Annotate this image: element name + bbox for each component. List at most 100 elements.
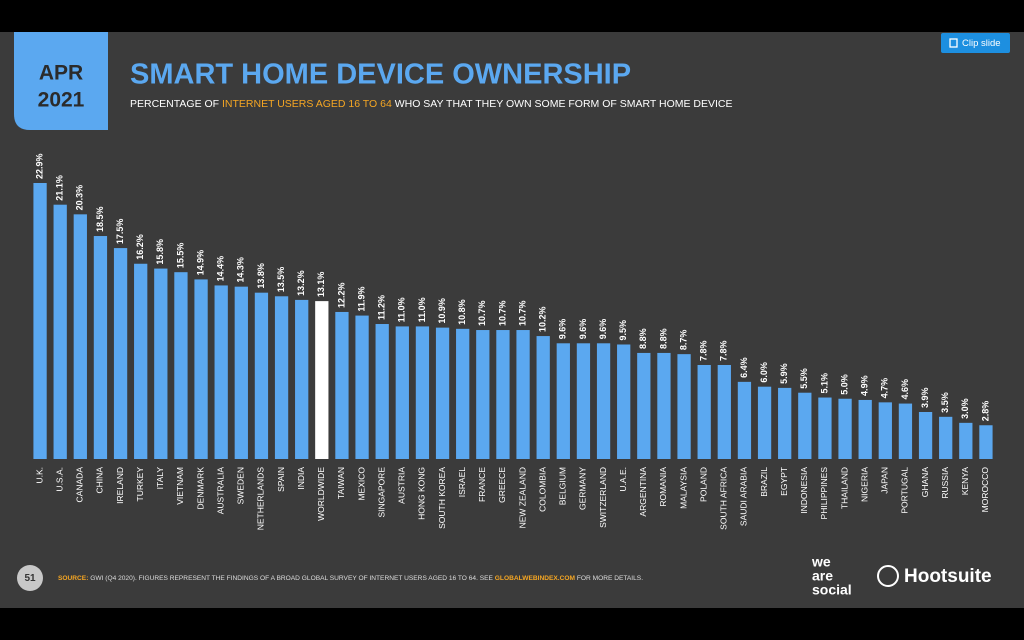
value-label: 18.5%	[95, 206, 105, 232]
bar	[295, 299, 309, 459]
page-number: 51	[24, 573, 36, 584]
clip-button-label[interactable]: Clip slide	[962, 38, 1001, 49]
x-tick-label: SAUDI ARABIA	[739, 467, 749, 526]
x-tick-label: PHILIPPINES	[819, 467, 829, 520]
bar	[838, 398, 852, 459]
x-tick-label: WORLDWIDE	[316, 467, 326, 521]
value-label: 7.8%	[719, 340, 729, 361]
bar	[93, 236, 108, 459]
bar	[476, 330, 490, 459]
value-label: 22.9%	[34, 153, 44, 179]
x-tick-label: NIGERIA	[859, 467, 869, 502]
x-tick-label: GERMANY	[578, 467, 588, 510]
x-tick-label: SWITZERLAND	[598, 467, 608, 528]
value-label: 10.7%	[477, 301, 487, 327]
bar	[415, 326, 430, 459]
bar	[194, 279, 208, 459]
value-label: 10.9%	[437, 298, 447, 324]
bar	[435, 327, 450, 459]
x-tick-label: NETHERLANDS	[256, 467, 266, 531]
bar	[214, 285, 228, 459]
value-label: 8.8%	[658, 328, 668, 349]
x-tick-label: RUSSIA	[940, 467, 950, 499]
bar	[395, 326, 409, 459]
x-tick-label: INDIA	[296, 467, 306, 490]
bar	[234, 286, 248, 459]
x-tick-label: HONG KONG	[417, 467, 427, 520]
clip-icon	[949, 38, 958, 48]
bar	[335, 311, 349, 459]
value-label: 13.5%	[276, 267, 286, 293]
bar	[113, 248, 128, 459]
date-badge	[14, 32, 108, 130]
value-label: 5.5%	[799, 368, 809, 389]
slide-background	[0, 32, 1024, 608]
x-tick-label: EGYPT	[779, 467, 789, 496]
value-label: 13.2%	[296, 270, 306, 296]
bar	[757, 386, 772, 459]
source-text: GWI (Q4 2020). FIGURES REPRESENT THE FIN…	[88, 575, 494, 582]
value-label: 9.6%	[578, 319, 588, 340]
value-label: 13.8%	[256, 263, 266, 289]
bar	[637, 352, 651, 459]
bar	[979, 425, 993, 459]
x-tick-label: GREECE	[497, 467, 507, 503]
value-label: 8.7%	[678, 330, 688, 351]
source-text: FOR MORE DETAILS.	[575, 575, 643, 582]
value-label: 4.6%	[900, 379, 910, 400]
bar	[315, 301, 329, 459]
bar	[536, 336, 550, 459]
bar	[174, 272, 188, 459]
badge-year: 2021	[38, 89, 85, 112]
value-label: 4.9%	[860, 375, 870, 396]
bar	[778, 387, 792, 459]
x-tick-label: PORTUGAL	[900, 467, 910, 514]
bar	[898, 403, 913, 459]
x-tick-label: BELGIUM	[558, 467, 568, 505]
bar	[254, 292, 269, 459]
value-label: 14.3%	[236, 257, 246, 283]
value-label: 11.9%	[356, 287, 366, 312]
value-label: 10.2%	[538, 307, 548, 333]
x-tick-label: POLAND	[698, 467, 708, 502]
value-label: 9.6%	[598, 319, 608, 340]
bar	[53, 204, 67, 459]
x-tick-label: TAIWAN	[336, 467, 346, 499]
source-link: GLOBALWEBINDEX.COM	[495, 575, 576, 582]
clip-button[interactable]: Clip slide	[941, 33, 1010, 53]
bar	[556, 343, 570, 459]
x-tick-label: FRANCE	[477, 467, 487, 502]
x-tick-label: U.S.A.	[54, 467, 64, 492]
x-tick-label: DENMARK	[195, 467, 205, 510]
x-tick-label: CANADA	[75, 467, 85, 503]
value-label: 11.0%	[417, 297, 427, 322]
logo-are: are	[812, 568, 833, 584]
hootsuite-icon	[877, 565, 899, 587]
bar	[697, 364, 711, 459]
x-tick-label: INDONESIA	[799, 467, 809, 514]
bar	[33, 183, 47, 459]
value-label: 10.8%	[457, 299, 467, 325]
x-tick-label: KENYA	[960, 467, 970, 496]
bar	[355, 315, 369, 459]
x-tick-label: U.K.	[34, 467, 44, 484]
bar	[798, 392, 812, 459]
x-tick-label: SOUTH AFRICA	[719, 467, 729, 530]
bar	[456, 328, 470, 459]
bar	[717, 364, 731, 459]
source-note: SOURCE: GWI (Q4 2020). FIGURES REPRESENT…	[58, 575, 643, 582]
clip-button-bg[interactable]	[941, 33, 1010, 53]
x-tick-label: MEXICO	[356, 467, 366, 501]
bar	[134, 263, 148, 459]
x-tick-label: TURKEY	[135, 467, 145, 502]
page-number-bg	[17, 565, 43, 591]
x-tick-label: NEW ZEALAND	[517, 467, 527, 528]
bar	[274, 296, 289, 459]
bar	[617, 344, 631, 459]
value-label: 16.2%	[135, 234, 145, 260]
bar	[737, 381, 752, 459]
value-label: 9.6%	[558, 319, 568, 340]
bar	[154, 268, 168, 459]
value-label: 14.4%	[216, 256, 226, 282]
